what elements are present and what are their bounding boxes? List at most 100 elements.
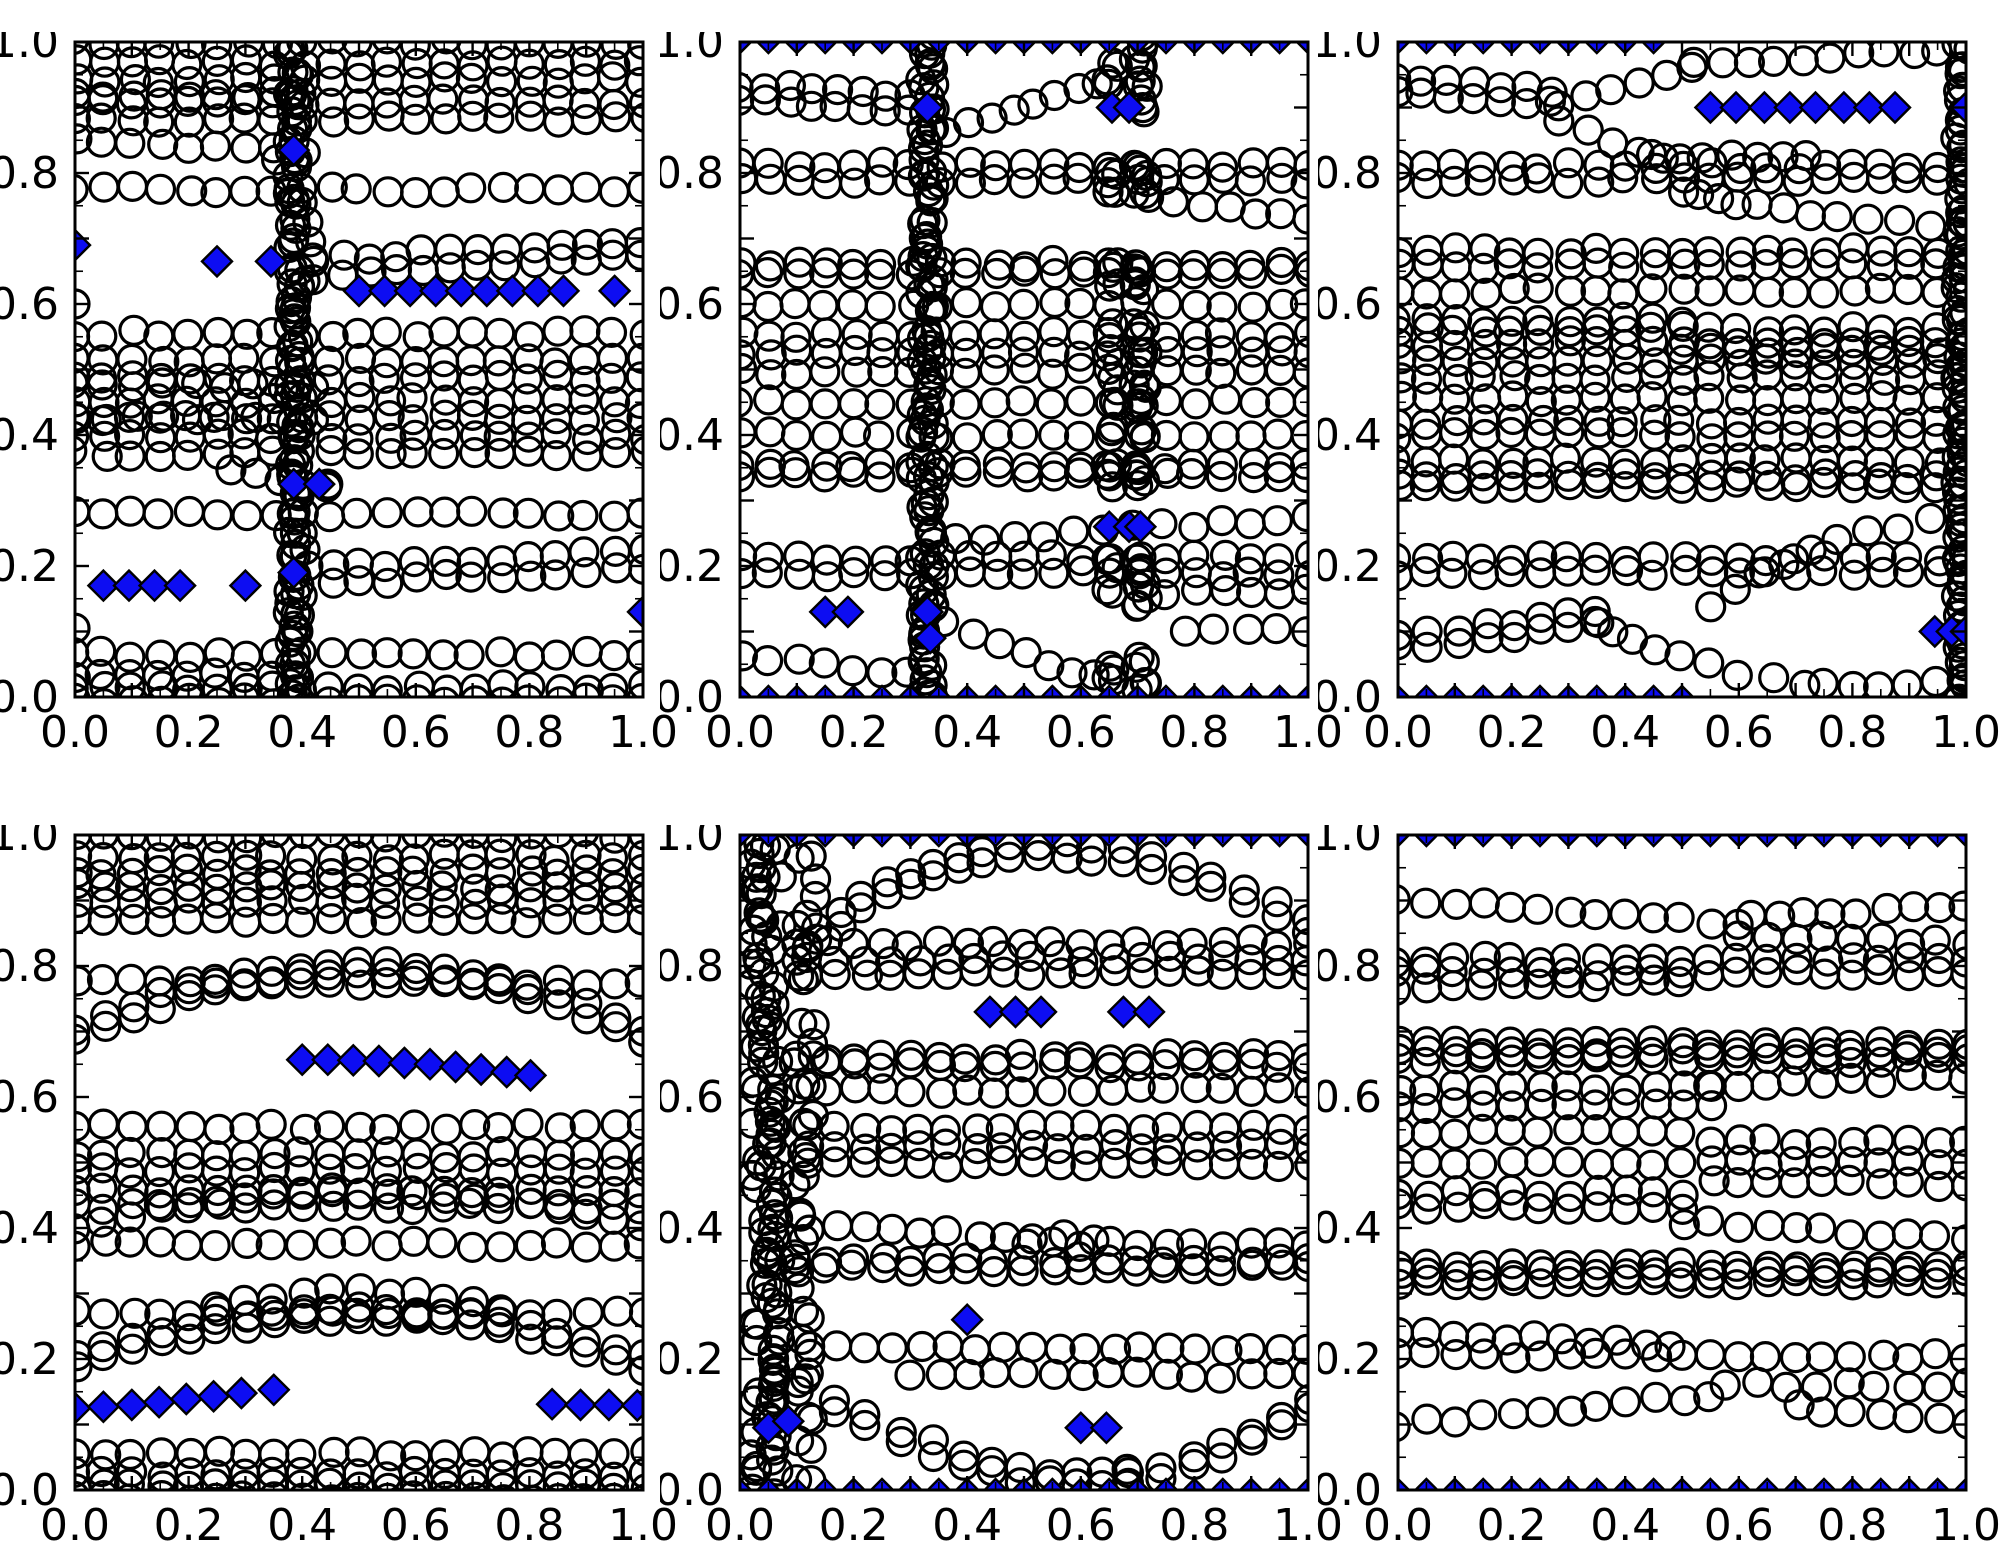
circle-markers	[1398, 42, 1966, 697]
tick-marks	[1396, 40, 1968, 699]
data-layer	[75, 835, 643, 1490]
y-tick-label: 0.2	[1318, 541, 1382, 592]
x-tick-label: 0.4	[267, 1500, 337, 1551]
subplot-r1c0: 0.00.0 0.2 0.2 0.4 0.4 0.6 0.6 0.8 0.8 1.0 1.0	[0, 825, 678, 1551]
tick-labels: 0.00.0 0.2 0.2 0.4 0.4 0.6 0.6 0.8 0.8 1.0 1.0	[1318, 32, 2001, 758]
diamond-markers	[75, 1043, 643, 1425]
x-tick-label: 0.0	[1363, 1500, 1433, 1551]
y-tick-label: 1.0	[660, 32, 724, 68]
tick-labels: 0.00.0 0.2 0.2 0.4 0.4 0.6 0.6 0.8 0.8 1.0 1.0	[1318, 825, 2001, 1551]
y-tick-label: 0.4	[660, 1203, 724, 1254]
x-tick-label: 1.0	[1931, 1500, 2001, 1551]
y-tick-label: 0.0	[0, 672, 59, 723]
y-tick-label: 0.8	[1318, 148, 1382, 199]
y-tick-label: 0.6	[1318, 1072, 1382, 1123]
subplot-r1c2: 0.00.0 0.2 0.2 0.4 0.4 0.6 0.6 0.8 0.8 1.0 1.0	[1318, 825, 2001, 1551]
x-tick-label: 0.4	[267, 707, 337, 758]
x-tick-label: 0.0	[705, 1500, 775, 1551]
x-tick-label: 0.0	[705, 707, 775, 758]
y-tick-label: 1.0	[1318, 32, 1382, 68]
x-tick-label: 0.4	[932, 1500, 1002, 1551]
y-tick-label: 0.8	[0, 941, 59, 992]
y-tick-label: 1.0	[1318, 825, 1382, 861]
data-layer	[740, 835, 1308, 1490]
y-tick-label: 0.8	[0, 148, 59, 199]
x-tick-label: 0.8	[1817, 1500, 1887, 1551]
x-tick-label: 0.6	[381, 1500, 451, 1551]
y-tick-label: 0.0	[660, 672, 724, 723]
circle-markers	[75, 835, 643, 1490]
y-tick-label: 0.4	[1318, 1203, 1382, 1254]
x-tick-label: 0.6	[1046, 707, 1116, 758]
x-tick-label: 0.4	[932, 707, 1002, 758]
x-tick-label: 1.0	[1273, 707, 1343, 758]
x-tick-label: 0.8	[1159, 1500, 1229, 1551]
x-tick-label: 0.2	[1477, 1500, 1547, 1551]
y-tick-label: 0.6	[1318, 279, 1382, 330]
tick-labels: 0.00.0 0.2 0.2 0.4 0.4 0.6 0.6 0.8 0.8 1.0 1.0	[0, 32, 678, 758]
x-tick-label: 0.0	[1363, 707, 1433, 758]
circle-markers	[1398, 884, 1966, 1443]
diamond-markers	[75, 133, 643, 629]
y-tick-label: 0.6	[660, 279, 724, 330]
y-tick-label: 0.4	[1318, 410, 1382, 461]
y-tick-label: 0.0	[1318, 1465, 1382, 1516]
circle-markers	[75, 42, 643, 697]
y-tick-label: 0.6	[0, 279, 59, 330]
y-tick-label: 0.4	[0, 410, 59, 461]
data-layer	[740, 42, 1308, 697]
y-tick-label: 0.2	[660, 1334, 724, 1385]
y-tick-label: 0.2	[1318, 1334, 1382, 1385]
x-tick-label: 1.0	[1273, 1500, 1343, 1551]
y-tick-label: 0.2	[0, 1334, 59, 1385]
data-layer	[75, 42, 643, 697]
x-tick-label: 0.8	[494, 1500, 564, 1551]
x-tick-label: 0.8	[1817, 707, 1887, 758]
x-tick-label: 0.8	[1159, 707, 1229, 758]
x-tick-label: 0.2	[154, 1500, 224, 1551]
subplot-r0c2: 0.00.0 0.2 0.2 0.4 0.4 0.6 0.6 0.8 0.8 1.0 1.0	[1318, 32, 2001, 758]
subplot-r0c0: 0.00.0 0.2 0.2 0.4 0.4 0.6 0.6 0.8 0.8 1.0 1.0	[0, 32, 678, 758]
x-tick-label: 0.6	[1046, 1500, 1116, 1551]
x-tick-label: 0.2	[819, 707, 889, 758]
x-tick-label: 0.4	[1590, 1500, 1660, 1551]
y-tick-label: 0.6	[0, 1072, 59, 1123]
x-tick-label: 0.0	[40, 1500, 110, 1551]
x-tick-label: 0.2	[154, 707, 224, 758]
tick-marks	[73, 833, 645, 1492]
x-tick-label: 0.6	[1704, 707, 1774, 758]
y-tick-label: 0.4	[0, 1203, 59, 1254]
x-tick-label: 0.6	[381, 707, 451, 758]
y-tick-label: 0.6	[660, 1072, 724, 1123]
data-layer	[1398, 42, 1966, 697]
circle-markers	[740, 42, 1308, 697]
y-tick-label: 0.8	[1318, 941, 1382, 992]
tick-labels: 0.00.0 0.2 0.2 0.4 0.4 0.6 0.6 0.8 0.8 1.0 1.0	[660, 825, 1343, 1551]
tick-marks	[1396, 833, 1968, 1492]
x-tick-label: 0.8	[494, 707, 564, 758]
tick-marks	[73, 40, 645, 699]
y-tick-label: 0.0	[660, 1465, 724, 1516]
x-tick-label: 1.0	[1931, 707, 2001, 758]
tick-labels: 0.00.0 0.2 0.2 0.4 0.4 0.6 0.6 0.8 0.8 1.0 1.0	[0, 825, 678, 1551]
y-tick-label: 0.8	[660, 148, 724, 199]
y-tick-label: 0.2	[660, 541, 724, 592]
x-tick-label: 0.2	[819, 1500, 889, 1551]
x-tick-label: 1.0	[608, 707, 678, 758]
y-tick-label: 0.0	[1318, 672, 1382, 723]
subplot-r0c1: 0.00.0 0.2 0.2 0.4 0.4 0.6 0.6 0.8 0.8 1.0 1.0	[660, 32, 1343, 758]
subplot-r1c1: 0.00.0 0.2 0.2 0.4 0.4 0.6 0.6 0.8 0.8 1.0 1.0	[660, 825, 1343, 1551]
y-tick-label: 0.4	[660, 410, 724, 461]
tick-marks	[738, 833, 1310, 1492]
x-tick-label: 0.0	[40, 707, 110, 758]
x-tick-label: 0.4	[1590, 707, 1660, 758]
y-tick-label: 0.2	[0, 541, 59, 592]
y-tick-label: 1.0	[660, 825, 724, 861]
tick-labels: 0.00.0 0.2 0.2 0.4 0.4 0.6 0.6 0.8 0.8 1.0 1.0	[660, 32, 1343, 758]
y-tick-label: 0.0	[0, 1465, 59, 1516]
y-tick-label: 0.8	[660, 941, 724, 992]
x-tick-label: 0.2	[1477, 707, 1547, 758]
x-tick-label: 0.6	[1704, 1500, 1774, 1551]
x-tick-label: 1.0	[608, 1500, 678, 1551]
